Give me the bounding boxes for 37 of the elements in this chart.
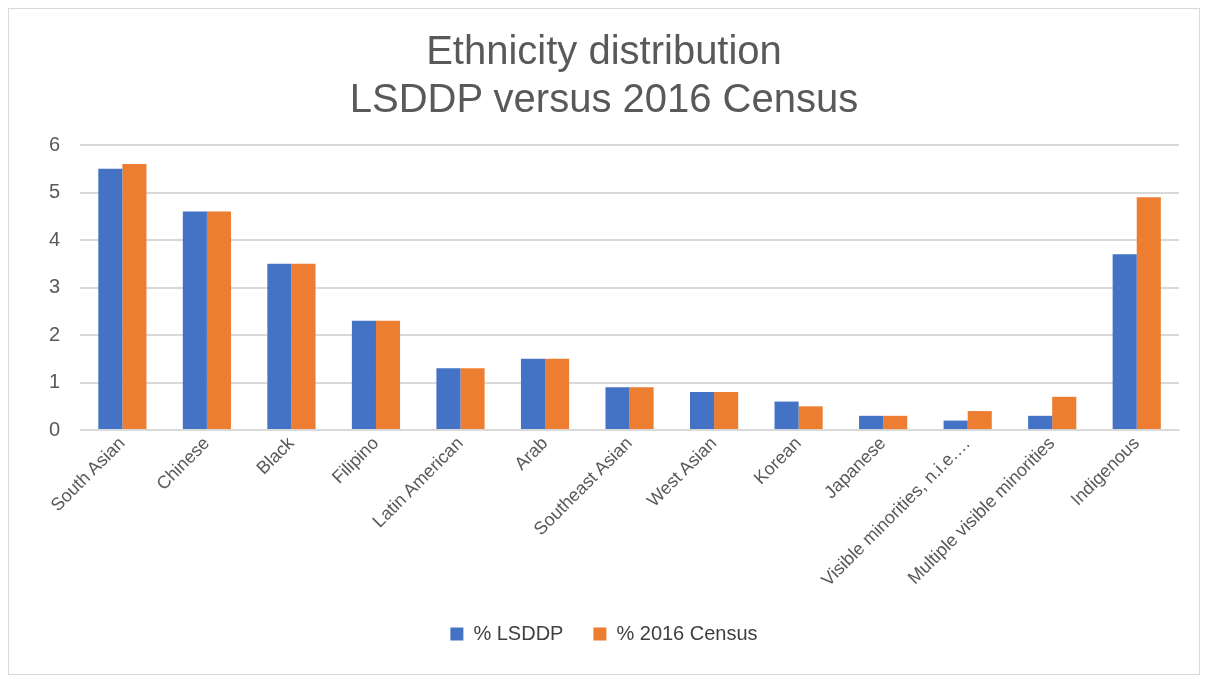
bar	[629, 387, 654, 430]
bar	[883, 415, 908, 430]
bar	[690, 392, 715, 430]
text: Ethnicity distribution	[426, 28, 782, 73]
bar	[98, 168, 123, 430]
bar	[943, 420, 968, 430]
y-tick-label: 3	[49, 275, 61, 298]
text: LSDDP versus 2016 Census	[349, 76, 859, 121]
bar	[182, 211, 207, 430]
bar	[714, 392, 739, 430]
y-tick-label: 2	[49, 322, 61, 345]
bar	[122, 164, 147, 430]
legend-label: % LSDDP	[473, 621, 564, 644]
bar	[267, 263, 292, 430]
y-tick-label: 5	[49, 180, 61, 203]
bar	[1136, 197, 1161, 430]
bar	[351, 320, 376, 430]
bar	[798, 406, 823, 430]
bar	[291, 263, 316, 430]
y-tick-label: 1	[49, 370, 61, 393]
bar	[520, 358, 546, 430]
y-tick-label: 6	[49, 132, 61, 155]
bar	[436, 368, 461, 430]
y-tick-label: 0	[49, 417, 61, 440]
bar	[1112, 254, 1137, 430]
bar	[967, 411, 992, 430]
bar	[1028, 415, 1053, 430]
legend-label: % 2016 Census	[616, 621, 758, 644]
bar	[859, 415, 884, 430]
bar	[605, 387, 630, 430]
bar	[1052, 396, 1077, 430]
bar	[375, 320, 401, 430]
bar	[206, 211, 232, 430]
bar	[460, 368, 485, 430]
bar	[545, 358, 570, 430]
bar	[774, 401, 799, 430]
y-tick-label: 4	[49, 227, 61, 250]
